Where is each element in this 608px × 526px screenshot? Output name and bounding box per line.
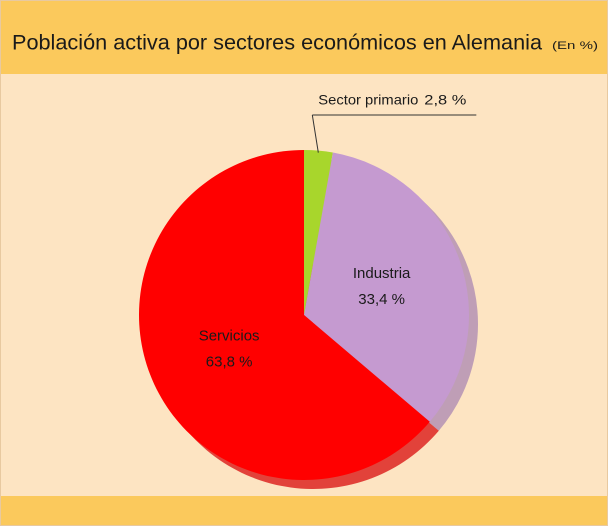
slices: [138, 150, 469, 481]
value-label: 33,4 %: [358, 291, 405, 308]
slice-label: Sector primario: [318, 92, 418, 108]
value-label: 63,8 %: [206, 354, 253, 371]
slice: [304, 152, 469, 422]
chart-subtitle: (En %): [552, 40, 598, 52]
chart-title: Población activa por sectores económicos…: [12, 32, 542, 55]
labels: Sector primario 2,8 % Industria 33,4 % Servi…: [199, 92, 477, 371]
header-band: [0, 0, 608, 74]
slice-label: Servicios: [199, 328, 260, 345]
slice: [304, 150, 333, 315]
slice-label: Industria: [353, 265, 411, 282]
value-label: 2,8 %: [424, 92, 466, 108]
slice: [138, 150, 430, 481]
footer-band: [0, 496, 608, 526]
leader-line: [311, 114, 319, 153]
